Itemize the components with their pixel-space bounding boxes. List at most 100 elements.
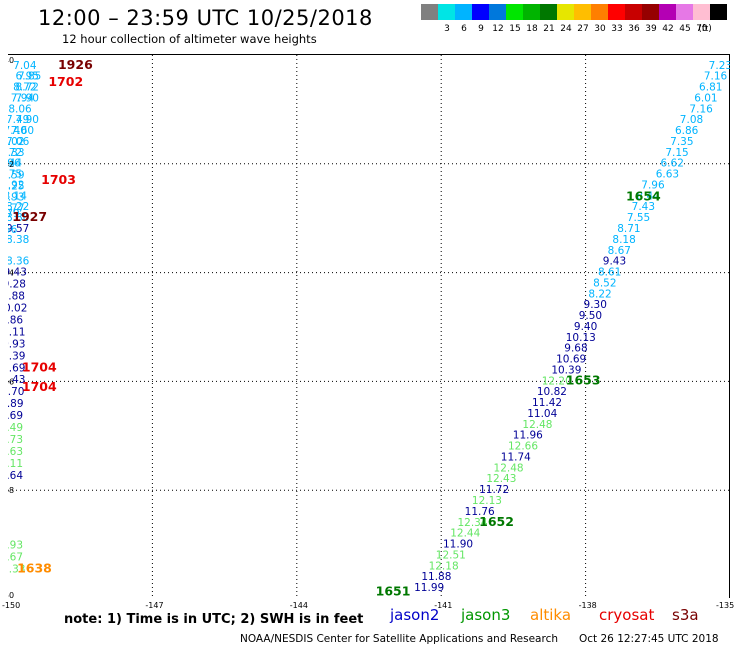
colorbar-swatch (625, 4, 642, 20)
jason3-swh-value: 10.39 (551, 364, 581, 376)
colorbar-label: 42 (662, 24, 674, 34)
jason2-swh-value: 9.86 (8, 314, 23, 326)
jason3-swh-value: 8.52 (593, 277, 616, 289)
jason3-swh-value: 11.04 (527, 408, 557, 420)
jason3-swh-value: 10.69 (556, 354, 586, 366)
jason2-swh-value: 10.02 (8, 302, 27, 314)
colorbar-swatch (693, 4, 710, 20)
jason2-swh-value: 9.43 (8, 267, 27, 279)
jason2-swh-value: 10.93 (8, 338, 25, 350)
jason2-swh-value: 12.63 (8, 446, 23, 458)
altimeter-map: 7.046.958.727.948.067.497.407.027.726.96… (8, 54, 730, 599)
pass-time-label: 1654 (626, 188, 661, 203)
colorbar-label: 33 (611, 24, 623, 34)
jason3-swh-value: 8.18 (612, 234, 635, 246)
jason3-swh-value: 11.76 (465, 506, 495, 518)
jason2-swh-value: 7.77 (8, 202, 25, 214)
jason2-swh-value: 7.25 (8, 181, 25, 193)
jason2-swh-value: 7.72 (8, 147, 22, 159)
jason3-swh-value: 11.88 (421, 571, 451, 583)
jason3-swh-value: 12.20 (542, 375, 572, 387)
jason3-swh-value: 12.51 (436, 549, 466, 561)
jason2-swh-value: 11.70 (8, 386, 24, 398)
jason3-swh-value: 7.55 (627, 212, 650, 224)
jason3-swh-value: 7.43 (632, 201, 655, 213)
jason2-swh-value: 12.11 (8, 458, 23, 470)
jason3-swh-value: 9.50 (579, 310, 602, 322)
jason3-swh-value: 8.44 (636, 190, 660, 202)
colorbar-label: 18 (526, 24, 538, 34)
jason2-swh-value: 7.59 (8, 170, 25, 182)
jason2-swh-value: 12.49 (8, 422, 23, 434)
colorbar-swatch (659, 4, 676, 20)
pass-time-label: 1703 (41, 172, 76, 187)
map-canvas: 7.046.958.727.948.067.497.407.027.726.96… (8, 55, 730, 599)
lon-tick-label: -138 (578, 601, 597, 610)
jason2-swh-value: 7.60 (11, 125, 34, 137)
colorbar-label: 12 (492, 24, 504, 34)
jason3-swh-value: 12.43 (486, 473, 516, 485)
jason3-swh-value: 9.68 (564, 343, 587, 355)
jason2-swh-value: 11.43 (8, 374, 25, 386)
jason2-swh-value: 8.36 (8, 256, 30, 268)
jason3-swh-value: 9.43 (603, 256, 626, 268)
colorbar-label: 15 (509, 24, 521, 34)
lat-tick-label: -44 (8, 269, 14, 278)
jason3-swh-value: 6.62 (661, 158, 684, 170)
pass-time-label: 1653 (566, 372, 601, 387)
jason2-swh-value: 7.40 (8, 125, 27, 137)
colorbar-swatch (489, 4, 506, 20)
jason3-swh-value: 12.48 (522, 419, 552, 431)
colorbar-label: 30 (594, 24, 606, 34)
legend-altika: altika (530, 606, 572, 624)
jason2-swh-value: 7.75 (8, 169, 22, 181)
colorbar-label: 6 (461, 24, 467, 34)
jason2-swh-value: 12.93 (8, 540, 23, 552)
jason3-swh-value: 7.23 (709, 60, 730, 72)
jason3-swh-value: 6.63 (656, 169, 679, 181)
jason2-swh-value: 8.72 (16, 82, 39, 94)
jason2-swh-value: 7.49 (8, 114, 29, 126)
colorbar-swatch (642, 4, 659, 20)
pass-time-label: 1704 (22, 359, 57, 374)
lon-tick-label: -150 (2, 601, 21, 610)
jason3-swh-value: 11.72 (479, 484, 509, 496)
lat-tick-label: -46 (8, 377, 14, 386)
colorbar-swatch (506, 4, 523, 20)
jason3-swh-value: 12.13 (472, 495, 502, 507)
jason2-swh-value: 7.94 (11, 92, 35, 104)
pass-time-label: 1702 (48, 74, 83, 89)
colorbar-swatch (574, 4, 591, 20)
colorbar-label: 45 (679, 24, 691, 34)
jason3-swh-value: 7.16 (689, 103, 713, 115)
jason3-swh-value: 7.16 (704, 71, 728, 83)
jason3-swh-value: 12.44 (450, 528, 480, 540)
jason2-swh-value: 6.92 (8, 179, 25, 191)
jason3-swh-value: 10.13 (566, 332, 596, 344)
colorbar-swatch (472, 4, 489, 20)
jason2-swh-value: 7.93 (8, 191, 25, 203)
lat-tick-label: -48 (8, 486, 14, 495)
jason2-swh-value: 7.44 (8, 158, 22, 170)
jason2-swh-value: 7.06 (8, 136, 30, 148)
jason3-swh-value: 8.71 (617, 223, 640, 235)
jason3-swh-value: 11.96 (513, 430, 543, 442)
footer-note: note: 1) Time is in UTC; 2) SWH is in fe… (64, 612, 364, 627)
colorbar-label: 3 (444, 24, 450, 34)
jason2-swh-value: 9.57 (8, 223, 29, 235)
pass-time-label: 1704 (22, 379, 57, 394)
jason3-swh-value: 12.18 (429, 560, 459, 572)
lon-tick-label: -147 (145, 601, 164, 610)
lon-tick-label: -135 (716, 601, 735, 610)
jason3-swh-value: 12.48 (494, 462, 524, 474)
jason2-swh-value: 8.56 (8, 224, 18, 236)
jason3-swh-value: 6.01 (694, 92, 717, 104)
colorbar-label: 36 (628, 24, 640, 34)
jason2-swh-value: 8.38 (8, 234, 29, 246)
jason2-swh-value: 7.90 (16, 92, 39, 104)
jason3-swh-value: 11.99 (414, 582, 444, 594)
jason2-swh-value: 8.14 (8, 190, 27, 202)
lon-tick-label: -141 (434, 601, 453, 610)
map-subtitle: 12 hour collection of altimeter wave hei… (62, 32, 317, 46)
jason3-swh-value: 12.66 (508, 441, 538, 453)
